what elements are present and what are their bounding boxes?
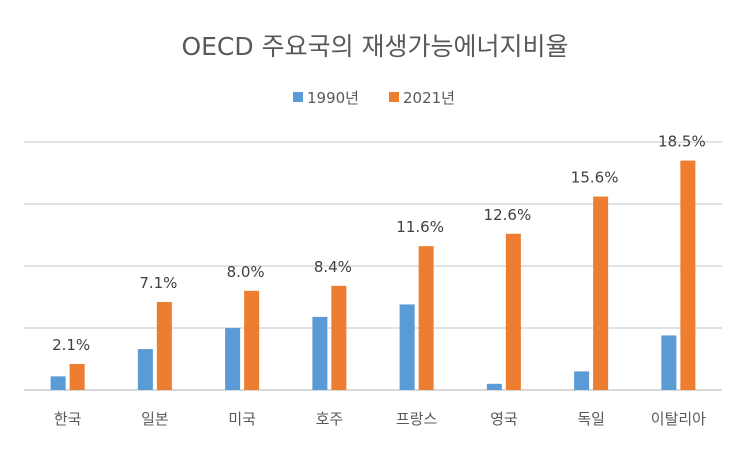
data-label: 18.5% (658, 133, 706, 151)
bar-2021년-프랑스 (418, 246, 434, 390)
bar-2021년-한국 (69, 363, 85, 390)
legend: 1990년 2021년 (293, 89, 455, 107)
data-label: 11.6% (396, 218, 444, 236)
category-label: 독일 (577, 410, 605, 428)
data-label: 8.4% (314, 258, 352, 276)
data-label: 2.1% (52, 336, 90, 354)
legend-swatch-1990 (293, 92, 303, 102)
legend-label-1990: 1990년 (307, 89, 359, 107)
data-label: 8.0% (227, 263, 265, 281)
category-label: 프랑스 (396, 410, 438, 428)
bar-2021년-영국 (505, 233, 521, 390)
category-label: 호주 (316, 410, 344, 428)
data-label: 15.6% (571, 169, 619, 187)
bar-1990년-이탈리아 (661, 335, 677, 390)
bar-1990년-독일 (574, 371, 590, 390)
bar-2021년-이탈리아 (680, 160, 696, 390)
category-label: 일본 (141, 410, 169, 428)
bar-1990년-한국 (50, 376, 66, 390)
bar-1990년-영국 (486, 383, 502, 390)
chart-title: OECD 주요국의 재생가능에너지비율 (181, 32, 568, 61)
data-label: 12.6% (484, 206, 532, 224)
category-label: 이탈리아 (651, 410, 706, 428)
legend-swatch-2021 (389, 92, 399, 102)
bar-2021년-독일 (593, 196, 609, 390)
bar-2021년-일본 (156, 301, 172, 390)
bar-1990년-일본 (137, 349, 153, 390)
bar-1990년-호주 (312, 316, 328, 390)
category-label: 미국 (228, 410, 256, 428)
bar-2021년-미국 (244, 290, 260, 390)
category-label: 한국 (54, 410, 82, 428)
category-label: 영국 (490, 410, 518, 428)
bar-1990년-프랑스 (399, 304, 415, 390)
bar-2021년-호주 (331, 285, 347, 390)
legend-label-2021: 2021년 (403, 89, 455, 107)
data-label: 7.1% (139, 274, 177, 292)
bar-1990년-미국 (225, 328, 241, 390)
